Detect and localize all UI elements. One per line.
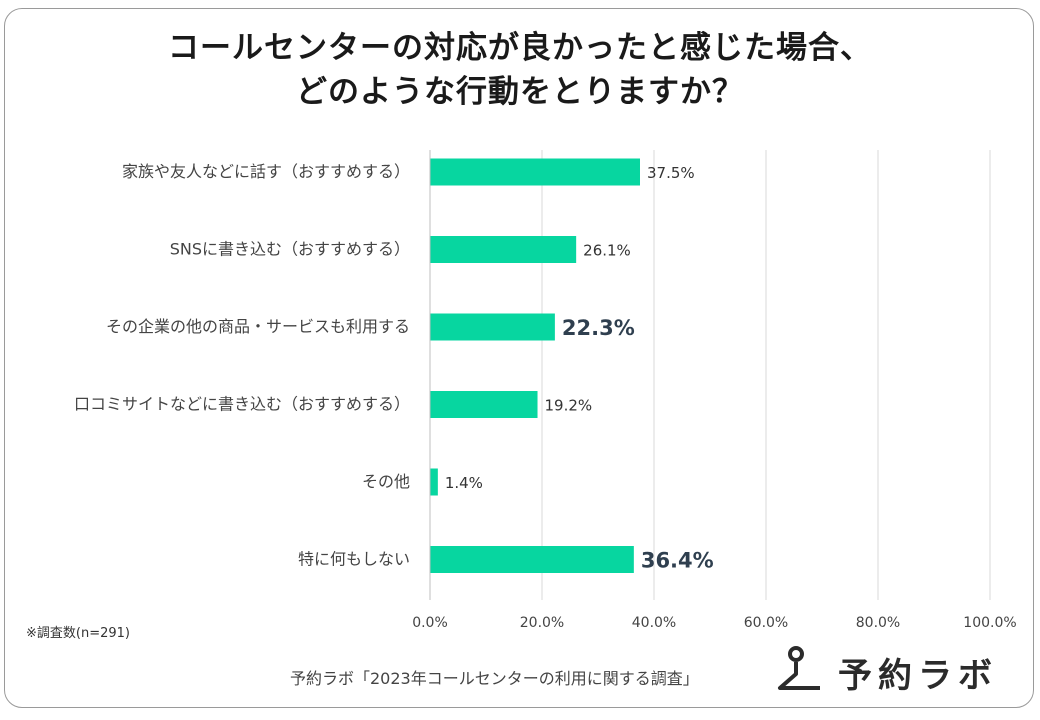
x-tick-label: 100.0%	[963, 615, 1016, 631]
bar	[430, 158, 640, 186]
person-triangle-icon	[778, 646, 820, 690]
bar	[430, 468, 438, 496]
category-label: その他	[362, 472, 410, 491]
category-label: 口コミサイトなどに書き込む（おすすめする）	[74, 395, 410, 414]
x-tick-label: 40.0%	[632, 615, 676, 631]
x-tick-label: 60.0%	[744, 615, 788, 631]
category-label: SNSに書き込む（おすすめする）	[170, 240, 410, 259]
bar	[430, 236, 577, 263]
value-label: 37.5%	[647, 164, 695, 182]
x-tick-label: 20.0%	[520, 615, 564, 631]
chart-title: コールセンターの対応が良かったと感じた場合、 どのような行動をとりますか？	[0, 26, 1040, 114]
value-label: 19.2%	[545, 397, 593, 415]
value-label: 26.1%	[583, 242, 631, 260]
bar	[430, 546, 634, 573]
title-line-2: どのような行動をとりますか？	[296, 74, 744, 110]
logo-text: 予約ラボ	[838, 656, 998, 696]
category-label: その企業の他の商品・サービスも利用する	[106, 317, 410, 336]
source-caption: 予約ラボ「2023年コールセンターの利用に関する調査」	[290, 669, 699, 688]
title-line-1: コールセンターの対応が良かったと感じた場合、	[168, 30, 872, 66]
bar	[430, 391, 538, 418]
value-label: 1.4%	[445, 474, 483, 492]
category-label: 家族や友人などに話す（おすすめする）	[122, 162, 410, 181]
brand-logo: 予約ラボ	[774, 644, 1014, 696]
x-tick-label: 80.0%	[856, 615, 900, 631]
value-label: 22.3%	[562, 316, 635, 340]
chart-frame	[4, 8, 1034, 708]
x-tick-label: 0.0%	[412, 615, 448, 631]
bar	[430, 313, 555, 341]
category-label: 特に何もしない	[298, 550, 410, 569]
value-label: 36.4%	[641, 549, 714, 573]
sample-size-note: ※調査数(n=291)	[26, 626, 130, 641]
